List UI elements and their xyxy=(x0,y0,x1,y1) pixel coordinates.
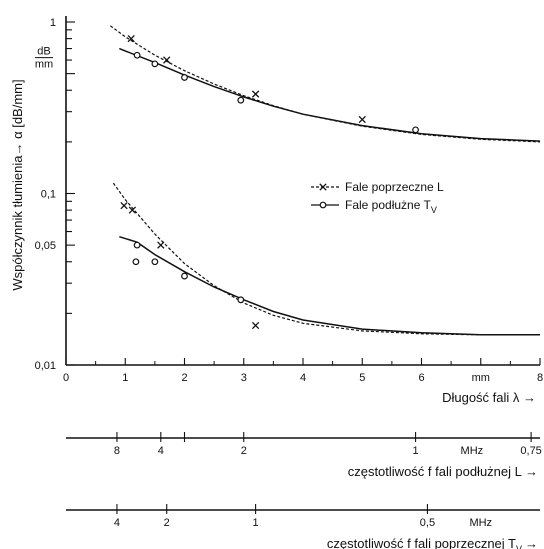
legend-label-1: Fale podłużne TV xyxy=(345,198,437,215)
series-3-data-point xyxy=(181,272,188,280)
frequency-scale-1-title: częstotliwość f fali poprzecznej TV → xyxy=(327,536,538,549)
y-unit-numerator: dB xyxy=(37,46,50,58)
x-tick-label: 3 xyxy=(241,372,247,384)
series-1-data-point xyxy=(237,96,245,104)
series-1-upper-solid-curve xyxy=(119,47,541,142)
frequency-scale-title-text: częstotliwość f fali podłużnej L → xyxy=(348,464,538,479)
x-tick-label: 4 xyxy=(300,372,306,384)
y-tick-label: 0,1 xyxy=(41,189,56,201)
legend-label-text: Fale podłużne T xyxy=(345,198,432,212)
series-0-upper-dashed-curve xyxy=(110,25,541,143)
series-3-data-point xyxy=(132,258,140,266)
series-2-data-point xyxy=(251,321,260,330)
series-2-data-point xyxy=(128,206,137,214)
y-tick-label: 1 xyxy=(50,17,56,29)
series-1-data-point xyxy=(133,51,141,59)
frequency-scale-0-unit: MHz xyxy=(461,445,484,457)
x-tick-label: 6 xyxy=(418,372,424,384)
series-3-lower-solid-curve xyxy=(119,235,540,336)
series-2-lower-dashed-curve xyxy=(112,182,540,336)
frequency-scale-1-tick-label: 1 xyxy=(253,517,259,529)
frequency-scale-0-tick-label: 4 xyxy=(158,445,164,457)
frequency-scale-1-tick-label: 0,5 xyxy=(420,517,435,529)
frequency-scale-0-tick-label: 8 xyxy=(114,445,120,457)
frequency-scales-layer: 8 4 2 1 0,75 MHz częstotliwość f fali podłużne… xyxy=(66,432,542,549)
curves-layer xyxy=(110,25,541,336)
legend-marker-0 xyxy=(319,183,327,191)
x-tick-label: 8 xyxy=(537,372,543,384)
frequency-scale-0-title: częstotliwość f fali podłużnej L → xyxy=(348,464,538,479)
legend-label-0: Fale poprzeczne L xyxy=(345,180,444,194)
series-3-data-point xyxy=(237,296,245,304)
frequency-scale-0-tick-label: 1 xyxy=(413,445,419,457)
series-3-data-point xyxy=(133,241,141,249)
x-tick-label: 5 xyxy=(359,372,365,384)
legend-label-subscript: V xyxy=(431,205,437,215)
x-tick-label: 1 xyxy=(122,372,128,384)
frequency-scale-1-unit: MHz xyxy=(469,517,492,529)
frequency-scale-0-tick-label: 0,75 xyxy=(520,445,541,457)
y-tick-label: 0,01 xyxy=(35,360,56,372)
x-tick-label: 2 xyxy=(181,372,187,384)
series-2-data-point xyxy=(157,241,165,249)
legend-layer: Fale poprzeczne L Fale podłużne TV xyxy=(311,180,444,215)
series-2-data-point xyxy=(120,201,128,210)
y-axis-title: Współczynnik tłumienia→ α [dB/mm] xyxy=(10,79,25,290)
series-1-data-point xyxy=(151,60,159,68)
x-tick-label: 0 xyxy=(63,372,69,384)
x-tick-label: mm xyxy=(472,372,490,384)
y-unit-denominator: mm xyxy=(35,59,53,71)
x-axis-title: Długość fali λ → xyxy=(442,390,536,405)
frequency-scale-0-tick-label: 2 xyxy=(241,445,247,457)
series-0-data-point xyxy=(163,56,171,64)
legend-marker-1 xyxy=(319,201,327,209)
series-0-data-point xyxy=(127,34,135,43)
series-0-data-point xyxy=(251,90,260,98)
series-1-data-point xyxy=(181,74,188,81)
frequency-scale-title-subscript: V xyxy=(516,544,522,549)
points-layer xyxy=(120,34,419,330)
frequency-scale-title-arrow: → xyxy=(525,536,538,549)
y-tick-label: 0,05 xyxy=(35,240,56,252)
series-0-data-point xyxy=(358,115,366,124)
series-1-data-point xyxy=(412,126,419,134)
frequency-scale-title-text: częstotliwość f fali poprzecznej T xyxy=(327,536,516,549)
frequency-scale-1-tick-label: 4 xyxy=(114,517,120,529)
series-3-data-point xyxy=(151,258,159,266)
legend-label-text: Fale poprzeczne L xyxy=(345,180,444,194)
frequency-scale-1-tick-label: 2 xyxy=(164,517,170,529)
